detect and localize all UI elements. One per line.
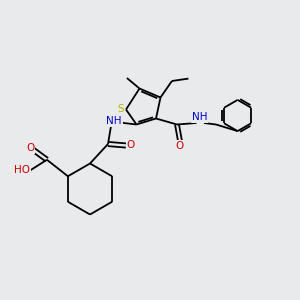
Text: O: O bbox=[26, 143, 34, 153]
Text: S: S bbox=[117, 104, 124, 115]
Text: NH: NH bbox=[192, 112, 207, 122]
Text: O: O bbox=[176, 140, 184, 151]
Text: NH: NH bbox=[106, 116, 122, 127]
Text: HO: HO bbox=[14, 165, 30, 175]
Text: O: O bbox=[126, 140, 135, 151]
